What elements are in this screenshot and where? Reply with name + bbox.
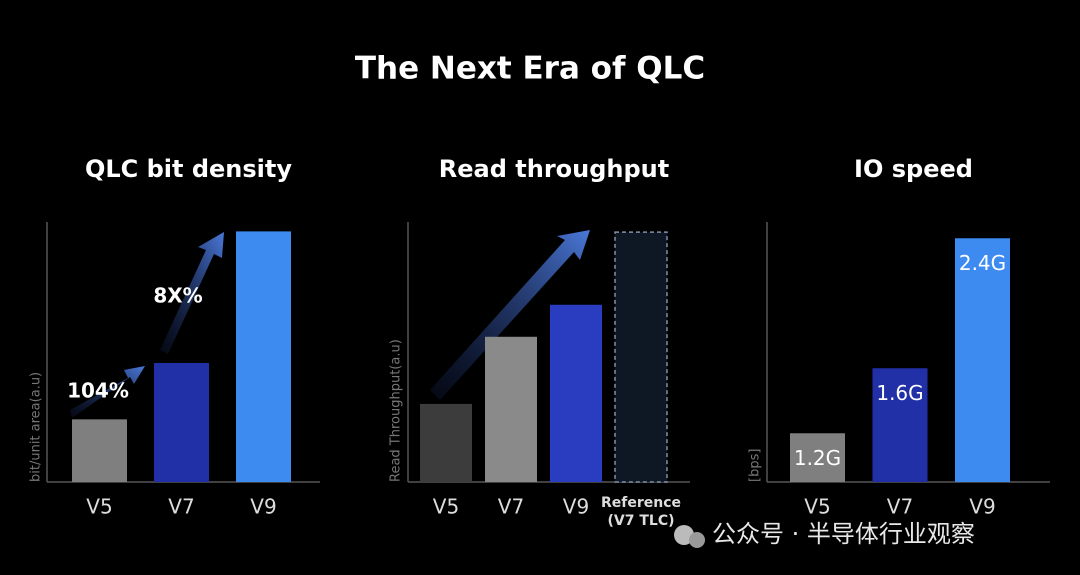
bar xyxy=(485,336,537,482)
x-tick-label: V5 xyxy=(433,495,459,519)
data-label: 1.6G xyxy=(876,381,923,405)
x-tick-label: V9 xyxy=(969,495,995,519)
x-tick-label: V5 xyxy=(86,495,112,519)
watermark: 公众号 · 半导体行业观察 xyxy=(712,520,975,548)
bar xyxy=(614,231,668,483)
chart-title: IO speed xyxy=(854,155,973,183)
y-axis-label: Read Throughput(a.u) xyxy=(389,339,404,482)
data-label: 1.2G xyxy=(794,446,841,470)
bar xyxy=(72,419,127,482)
bar xyxy=(550,304,602,482)
y-axis-label: bit/unit area(a.u) xyxy=(29,372,44,482)
bar xyxy=(420,403,472,482)
x-tick-label: V9 xyxy=(250,495,276,519)
x-tick-label: V7 xyxy=(887,495,913,519)
bar xyxy=(154,362,209,482)
annotation: 8X% xyxy=(153,284,202,308)
arrows xyxy=(70,230,590,418)
arrow xyxy=(430,230,590,400)
watermark-icon xyxy=(674,525,705,548)
arrow xyxy=(160,232,224,354)
bar xyxy=(236,231,291,482)
chart-title: Read throughput xyxy=(439,155,669,183)
chart-title: QLC bit density xyxy=(85,155,292,183)
y-axis-label: [bps] xyxy=(748,449,763,482)
bar xyxy=(790,433,845,482)
x-tick-label: (V7 TLC) xyxy=(608,513,675,529)
data-label: 2.4G xyxy=(959,251,1006,275)
x-tick-label: V9 xyxy=(563,495,589,519)
x-tick-label: V5 xyxy=(804,495,830,519)
bar xyxy=(955,238,1010,482)
x-tick-label: V7 xyxy=(498,495,524,519)
x-tick-label: Reference xyxy=(601,495,681,511)
x-tick-label: V7 xyxy=(168,495,194,519)
arrow xyxy=(70,366,145,418)
slide-title: The Next Era of QLC xyxy=(355,51,705,87)
bar xyxy=(872,368,928,482)
annotation: 104% xyxy=(67,379,129,403)
